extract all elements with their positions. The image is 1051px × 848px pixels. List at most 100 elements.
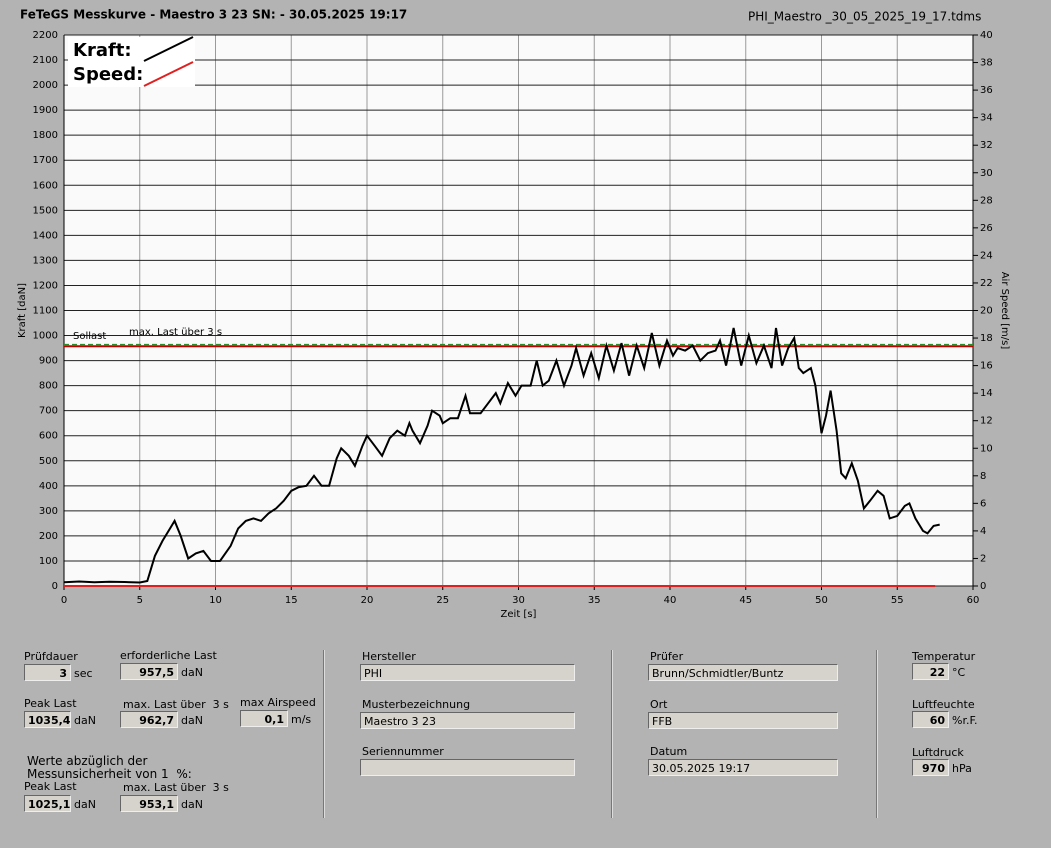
field-value: 962,7 bbox=[120, 711, 178, 728]
y2-tick-label: 24 bbox=[980, 250, 993, 261]
field-value bbox=[360, 759, 575, 776]
x-tick-label: 5 bbox=[137, 595, 143, 606]
field-unit: daN bbox=[74, 714, 96, 727]
field-label: Luftdruck bbox=[912, 746, 964, 759]
field-label: max. Last über 3 s bbox=[123, 781, 229, 794]
field-unit: hPa bbox=[952, 762, 972, 775]
legend-label: Speed: bbox=[73, 64, 143, 85]
x-tick-label: 0 bbox=[61, 595, 67, 606]
y-tick-label: 500 bbox=[39, 456, 58, 467]
window-title: FeTeGS Messkurve - Maestro 3 23 SN: - 30… bbox=[20, 8, 407, 22]
y2-tick-label: 36 bbox=[980, 85, 993, 96]
field-value: 1035,4 bbox=[24, 711, 71, 728]
y2-tick-label: 28 bbox=[980, 195, 993, 206]
y2-tick-label: 10 bbox=[980, 443, 993, 454]
y-tick-label: 2000 bbox=[33, 80, 58, 91]
y2-tick-label: 12 bbox=[980, 416, 993, 427]
field-label: Prüfdauer bbox=[24, 650, 78, 663]
field-value: Brunn/Schmidtler/Buntz bbox=[648, 664, 838, 681]
field-label: erforderliche Last bbox=[120, 649, 217, 662]
y-tick-label: 1700 bbox=[33, 155, 58, 166]
y-tick-label: 0 bbox=[52, 581, 58, 592]
y2-tick-label: 18 bbox=[980, 333, 993, 344]
x-tick-label: 10 bbox=[209, 595, 222, 606]
field-value: 30.05.2025 19:17 bbox=[648, 759, 838, 776]
y2-tick-label: 2 bbox=[980, 553, 986, 564]
field-label: Seriennummer bbox=[362, 745, 444, 758]
y-tick-label: 300 bbox=[39, 506, 58, 517]
legend-label: Kraft: bbox=[73, 40, 132, 61]
y2-tick-label: 26 bbox=[980, 223, 993, 234]
field-value: 1025,1 bbox=[24, 795, 71, 812]
file-name: PHI_Maestro _30_05_2025_19_17.tdms bbox=[748, 10, 981, 24]
y-tick-label: 200 bbox=[39, 531, 58, 542]
legend-swatch bbox=[143, 36, 194, 62]
field-label: max. Last über 3 s bbox=[123, 698, 229, 711]
field-label: Peak Last bbox=[24, 697, 77, 710]
field-unit: m/s bbox=[291, 713, 312, 726]
y2-tick-label: 6 bbox=[980, 498, 986, 509]
separator bbox=[611, 650, 613, 818]
x-tick-label: 45 bbox=[739, 595, 752, 606]
field-value: FFB bbox=[648, 712, 838, 729]
field-value: Maestro 3 23 bbox=[360, 712, 575, 729]
legend-swatch bbox=[143, 61, 194, 87]
note: Werte abzüglich der bbox=[27, 754, 148, 768]
field-unit: daN bbox=[74, 798, 96, 811]
x-tick-label: 60 bbox=[967, 595, 980, 606]
y2-tick-label: 20 bbox=[980, 306, 993, 317]
y-tick-label: 800 bbox=[39, 381, 58, 392]
y2-tick-label: 40 bbox=[980, 30, 993, 41]
y2-tick-label: 22 bbox=[980, 278, 993, 289]
y-tick-label: 100 bbox=[39, 556, 58, 567]
separator bbox=[876, 650, 878, 818]
note: Messunsicherheit von 1 %: bbox=[27, 767, 192, 781]
field-value: 970 bbox=[912, 759, 949, 776]
reference-label: max. Last über 3 s bbox=[129, 327, 222, 338]
field-unit: daN bbox=[181, 666, 203, 679]
field-value: 22 bbox=[912, 663, 949, 680]
field-value: 953,1 bbox=[120, 795, 178, 812]
field-unit: daN bbox=[181, 798, 203, 811]
y-tick-label: 600 bbox=[39, 431, 58, 442]
field-value: 0,1 bbox=[240, 710, 288, 727]
data-line bbox=[63, 327, 940, 584]
field-value: 957,5 bbox=[120, 663, 178, 680]
y2-tick-label: 16 bbox=[980, 361, 993, 372]
y2-tick-label: 38 bbox=[980, 58, 993, 69]
separator bbox=[323, 650, 325, 818]
x-tick-label: 40 bbox=[664, 595, 677, 606]
y-tick-label: 1900 bbox=[33, 105, 58, 116]
field-label: Peak Last bbox=[24, 780, 77, 793]
y2-tick-label: 8 bbox=[980, 471, 986, 482]
y-tick-label: 2100 bbox=[33, 55, 58, 66]
field-value: 60 bbox=[912, 711, 949, 728]
y-tick-label: 1300 bbox=[33, 255, 58, 266]
field-unit: sec bbox=[74, 667, 93, 680]
x-tick-label: 30 bbox=[512, 595, 525, 606]
field-unit: daN bbox=[181, 714, 203, 727]
y-tick-label: 1000 bbox=[33, 331, 58, 342]
field-label: Hersteller bbox=[362, 650, 416, 663]
x-tick-label: 15 bbox=[285, 595, 298, 606]
y2-tick-label: 14 bbox=[980, 388, 993, 399]
y-tick-label: 900 bbox=[39, 356, 58, 367]
field-unit: °C bbox=[952, 666, 966, 679]
field-label: max Airspeed bbox=[240, 696, 316, 709]
y2-tick-label: 32 bbox=[980, 140, 993, 151]
field-label: Luftfeuchte bbox=[912, 698, 975, 711]
x-tick-label: 35 bbox=[588, 595, 601, 606]
y2-tick-label: 4 bbox=[980, 526, 986, 537]
field-label: Musterbezeichnung bbox=[362, 698, 471, 711]
y-tick-label: 1400 bbox=[33, 230, 58, 241]
field-unit: %r.F. bbox=[952, 714, 978, 727]
x-tick-label: 20 bbox=[361, 595, 374, 606]
field-label: Temperatur bbox=[912, 650, 976, 663]
y-tick-label: 1600 bbox=[33, 180, 58, 191]
x-tick-label: 55 bbox=[891, 595, 904, 606]
x-axis-label: Zeit [s] bbox=[501, 609, 537, 620]
x-tick-label: 25 bbox=[436, 595, 449, 606]
chart: FeTeGS Messkurve - Maestro 3 23 SN: - 30… bbox=[17, 8, 1010, 621]
field-label: Ort bbox=[650, 698, 668, 711]
